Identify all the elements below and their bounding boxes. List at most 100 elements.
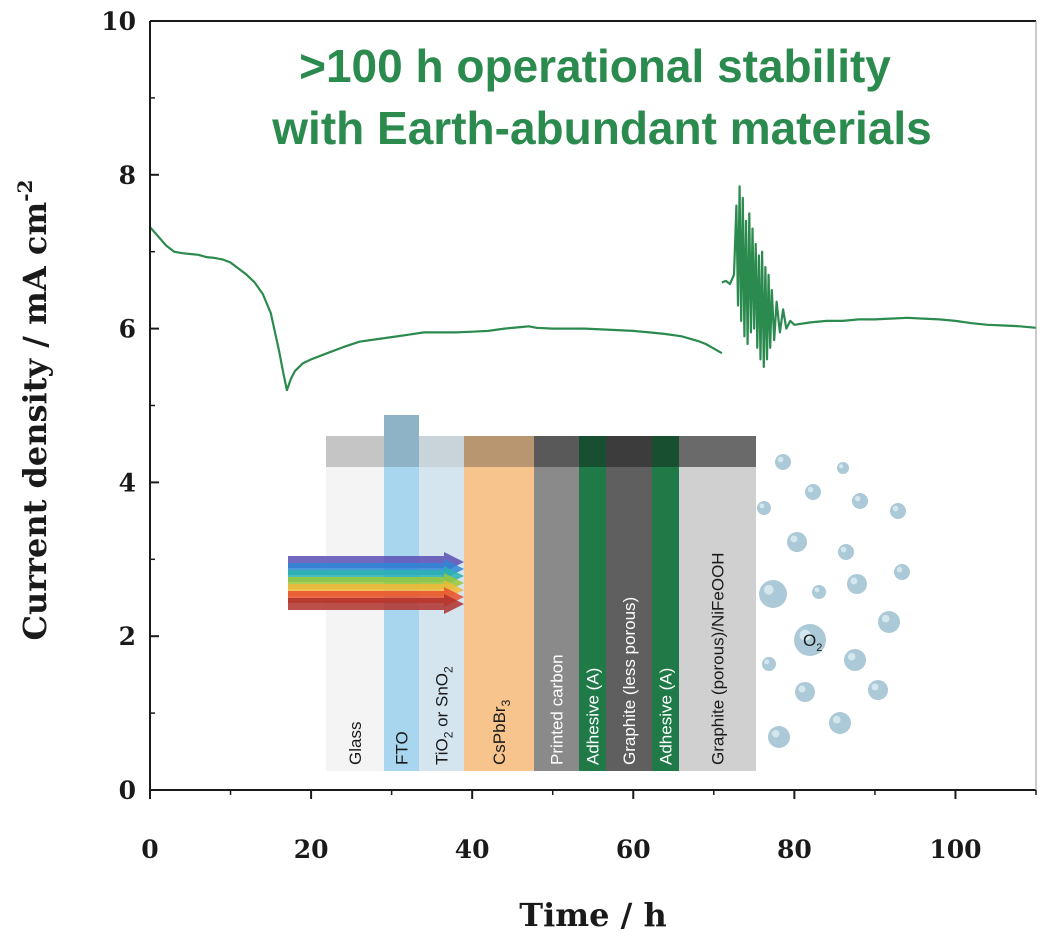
light-arrow-7 xyxy=(288,594,464,614)
chart-title-line-2: with Earth-abundant materials xyxy=(271,102,931,154)
o2-bubble-highlight-7 xyxy=(790,535,798,543)
inset-layer-header-2 xyxy=(384,415,419,467)
series-line-segment-2 xyxy=(721,185,1037,369)
inset-layer-label-text: CsPbBr xyxy=(490,706,509,765)
inset-layer-4 xyxy=(464,467,534,771)
y-tick-label: 4 xyxy=(119,468,136,497)
o2-bubble-11 xyxy=(812,585,826,599)
inset-layer-header-1 xyxy=(326,436,384,467)
y-axis-label-main: Current density / mA cm xyxy=(16,202,54,641)
inset-layer-1 xyxy=(326,467,384,771)
inset-layer-label-sub: 2 xyxy=(442,731,456,738)
inset-layer-9 xyxy=(679,467,756,771)
o2-bubble-16 xyxy=(844,649,866,671)
o2-label-text: O xyxy=(803,631,816,650)
inset-layer-label-7: Graphite (less porous) xyxy=(620,597,639,765)
o2-bubble-highlight-3 xyxy=(759,503,765,509)
inset-layer-label-text: Adhesive (A) xyxy=(657,668,676,765)
inset-layer-header-4 xyxy=(464,436,534,467)
o2-bubble-7 xyxy=(787,532,807,552)
o2-bubble-highlight-20 xyxy=(771,729,780,738)
inset-layer-label-6: Adhesive (A) xyxy=(584,668,603,765)
o2-bubble-highlight-5 xyxy=(854,495,861,502)
inset-layer-label-text: Printed carbon xyxy=(548,654,567,765)
o2-bubble-highlight-9 xyxy=(896,566,903,573)
inset-layer-header-9 xyxy=(679,436,756,467)
x-tick-label: 60 xyxy=(616,835,651,864)
o2-bubble-highlight-1 xyxy=(777,456,784,463)
o2-bubble-highlight-10 xyxy=(763,584,774,595)
o2-bubble-12 xyxy=(847,574,867,594)
o2-bubble-2 xyxy=(837,462,849,474)
o2-bubble-highlight-12 xyxy=(850,577,858,585)
inset-layer-label-text: Adhesive (A) xyxy=(584,668,603,765)
o2-bubble-highlight-16 xyxy=(847,652,856,661)
inset-layer-label-3: TiO2 or SnO2 xyxy=(433,666,456,765)
o2-bubble-10 xyxy=(759,580,787,608)
o2-bubble-3 xyxy=(757,501,771,515)
inset-layer-label-8: Adhesive (A) xyxy=(657,668,676,765)
o2-bubble-8 xyxy=(838,544,854,560)
o2-bubble-highlight-18 xyxy=(871,683,879,691)
inset-layer-6 xyxy=(579,467,606,771)
chart-title-line-1: >100 h operational stability xyxy=(299,40,891,92)
inset-layer-label-9: Graphite (porous)/NiFeOOH xyxy=(709,552,728,765)
inset-layer-7 xyxy=(606,467,652,771)
o2-bubble-1 xyxy=(775,454,791,470)
x-tick-label: 20 xyxy=(294,835,329,864)
y-tick-label: 8 xyxy=(119,161,136,190)
inset-layer-3 xyxy=(419,467,464,771)
x-axis-label: Time / h xyxy=(519,896,666,934)
o2-bubble-4 xyxy=(805,484,821,500)
x-tick-label: 80 xyxy=(777,835,812,864)
inset-layer-label-text: Graphite (porous)/NiFeOOH xyxy=(709,552,728,765)
inset-layer-5 xyxy=(534,467,579,771)
o2-bubble-5 xyxy=(852,493,868,509)
inset-layer-label-4: CsPbBr3 xyxy=(490,699,513,765)
x-tick-label: 40 xyxy=(455,835,490,864)
o2-bubble-highlight-4 xyxy=(807,486,814,493)
series-line-segment-1 xyxy=(149,226,723,392)
y-tick-label: 2 xyxy=(119,622,136,651)
o2-bubble-6 xyxy=(890,503,906,519)
y-axis-label: Current density / mA cm-2 xyxy=(13,180,54,641)
inset-layer-label-2: FTO xyxy=(393,731,412,765)
o2-bubble-highlight-19 xyxy=(832,715,841,724)
o2-bubble-9 xyxy=(894,564,910,580)
x-tick-label: 0 xyxy=(141,835,158,864)
inset-layer-label-text: Glass xyxy=(346,722,365,765)
o2-bubble-17 xyxy=(795,682,815,702)
o2-bubble-15 xyxy=(762,657,776,671)
o2-bubble-highlight-2 xyxy=(839,464,844,469)
x-tick-label: 100 xyxy=(929,835,981,864)
inset-layer-label-text: Graphite (less porous) xyxy=(620,597,639,765)
o2-bubble-highlight-14 xyxy=(799,629,811,641)
inset-layer-label-5: Printed carbon xyxy=(548,654,567,765)
o2-bubble-18 xyxy=(868,680,888,700)
inset-layer-header-7 xyxy=(606,436,652,467)
o2-bubble-20 xyxy=(768,726,790,748)
o2-bubble-highlight-17 xyxy=(798,685,806,693)
inset-layer-2 xyxy=(384,467,419,771)
o2-bubble-13 xyxy=(878,611,900,633)
y-tick-label: 0 xyxy=(119,776,136,805)
series-layer xyxy=(149,185,1037,392)
inset-layer-label-sub: 3 xyxy=(499,699,513,706)
device-inset: Glass FTO TiO2 or SnO2 CsPbBr3 Printed carbo… xyxy=(288,415,910,771)
o2-bubble-highlight-13 xyxy=(881,614,890,623)
inset-layer-label-text: FTO xyxy=(393,731,412,765)
inset-layer-header-3 xyxy=(419,436,464,467)
inset-layer-header-8 xyxy=(652,436,679,467)
o2-bubble-highlight-15 xyxy=(764,659,770,665)
inset-layer-label-text: TiO xyxy=(433,738,452,765)
inset-layer-header-6 xyxy=(579,436,606,467)
y-axis-label-superscript: -2 xyxy=(13,180,37,202)
o2-bubble-highlight-8 xyxy=(840,546,847,553)
o2-label: O2 xyxy=(803,631,822,654)
o2-bubble-19 xyxy=(829,712,851,734)
o2-bubble-highlight-11 xyxy=(814,587,820,593)
inset-layer-8 xyxy=(652,467,679,771)
y-tick-label: 6 xyxy=(119,315,136,344)
inset-layer-label-sub2: 2 xyxy=(442,666,456,673)
